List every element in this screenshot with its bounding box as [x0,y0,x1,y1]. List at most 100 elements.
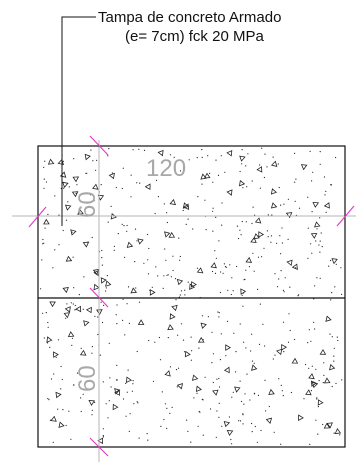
hatch-dot [318,380,320,382]
hatch-dot [70,302,72,304]
hatch-aggregate [312,201,320,208]
hatch-dot [196,157,198,159]
hatch-dot [52,267,54,269]
hatch-dot [321,246,323,248]
hatch-dot [280,443,282,445]
hatch-dot [199,411,201,413]
hatch-aggregate [281,344,287,351]
hatch-dot [185,223,187,225]
hatch-dot [309,150,311,152]
hatch-dot [109,377,111,379]
hatch-dot [188,159,190,161]
hatch-dot [232,391,234,393]
hatch-dot [111,172,113,174]
hatch-dot [126,303,128,305]
hatch-dot [243,279,245,281]
hatch-aggregate [254,217,262,224]
hatch-dot [172,255,174,257]
hatch-dot [101,264,103,266]
hatch-dot [166,407,168,409]
hatch-dot [260,429,262,432]
hatch-aggregate [47,158,55,165]
hatch-dot [138,437,140,439]
hatch-dot [245,221,247,223]
hatch-aggregate [137,238,144,245]
hatch-aggregate [83,320,90,327]
hatch-dot [325,190,327,192]
hatch-dot [251,422,253,425]
hatch-dot [147,233,149,236]
hatch-aggregate [64,306,71,313]
hatch-dot [212,353,214,355]
hatch-aggregate [240,288,247,295]
hatch-dot [218,402,220,404]
hatch-dot [231,443,233,445]
hatch-dot [68,186,70,188]
hatch-dot [231,396,233,398]
hatch-dot [231,277,233,279]
hatch-dot [182,339,185,341]
hatch-dot [202,434,204,436]
hatch-dot [157,275,159,277]
hatch-dot [216,410,218,412]
hatch-dot [251,180,253,182]
hatch-dot [122,319,124,321]
hatch-dot [129,413,131,415]
hatch-aggregate [285,212,293,219]
hatch-aggregate [114,389,120,396]
hatch-dot [53,373,55,375]
hatch-dot [107,155,109,157]
hatch-dot [314,328,316,330]
hatch-dot [179,259,181,261]
hatch-dot [133,403,135,405]
hatch-dot [147,273,150,275]
hatch-aggregate [169,198,177,206]
hatch-dot [179,170,182,172]
hatch-dot [311,180,313,182]
hatch-dot [201,149,203,151]
hatch-dot [259,187,261,189]
hatch-dot [319,240,321,242]
dimension-tick [89,437,109,457]
hatch-dot [187,281,189,283]
hatch-dot [108,148,110,150]
hatch-aggregate [239,155,246,162]
hatch-dot [134,261,136,263]
hatch-dot [281,390,283,392]
hatch-dot [179,294,181,296]
hatch-dot [335,156,337,159]
hatch-aggregate [62,286,69,294]
hatch-aggregate [62,181,69,188]
hatch-dot [65,424,67,427]
hatch-dot [52,441,54,443]
hatch-dot [246,186,248,188]
hatch-dot [94,315,96,317]
hatch-aggregate [46,336,53,343]
hatch-dot [310,243,312,245]
hatch-dot [225,355,227,357]
hatch-aggregate [198,336,205,343]
hatch-aggregate [310,233,318,239]
hatch-dot [130,196,132,198]
hatch-dot [276,286,279,288]
hatch-dot [136,401,138,403]
hatch-dot [174,278,177,280]
hatch-dot [218,312,220,314]
hatch-dot [47,397,49,400]
hatch-dot [215,436,217,438]
dimension-tick [89,135,109,156]
hatch-dot [209,408,212,410]
hatch-aggregate [195,385,202,393]
hatch-dot [125,382,127,384]
hatch-dot [325,211,327,213]
hatch-dot [166,221,168,224]
hatch-dot [107,221,109,223]
hatch-dot [66,303,68,305]
hatch-dot [253,270,255,272]
hatch-dot [163,275,165,277]
hatch-dot [175,369,178,371]
hatch-dot [187,218,189,220]
hatch-dot [60,388,62,390]
hatch-dot [228,416,230,418]
hatch-dot [276,242,278,244]
